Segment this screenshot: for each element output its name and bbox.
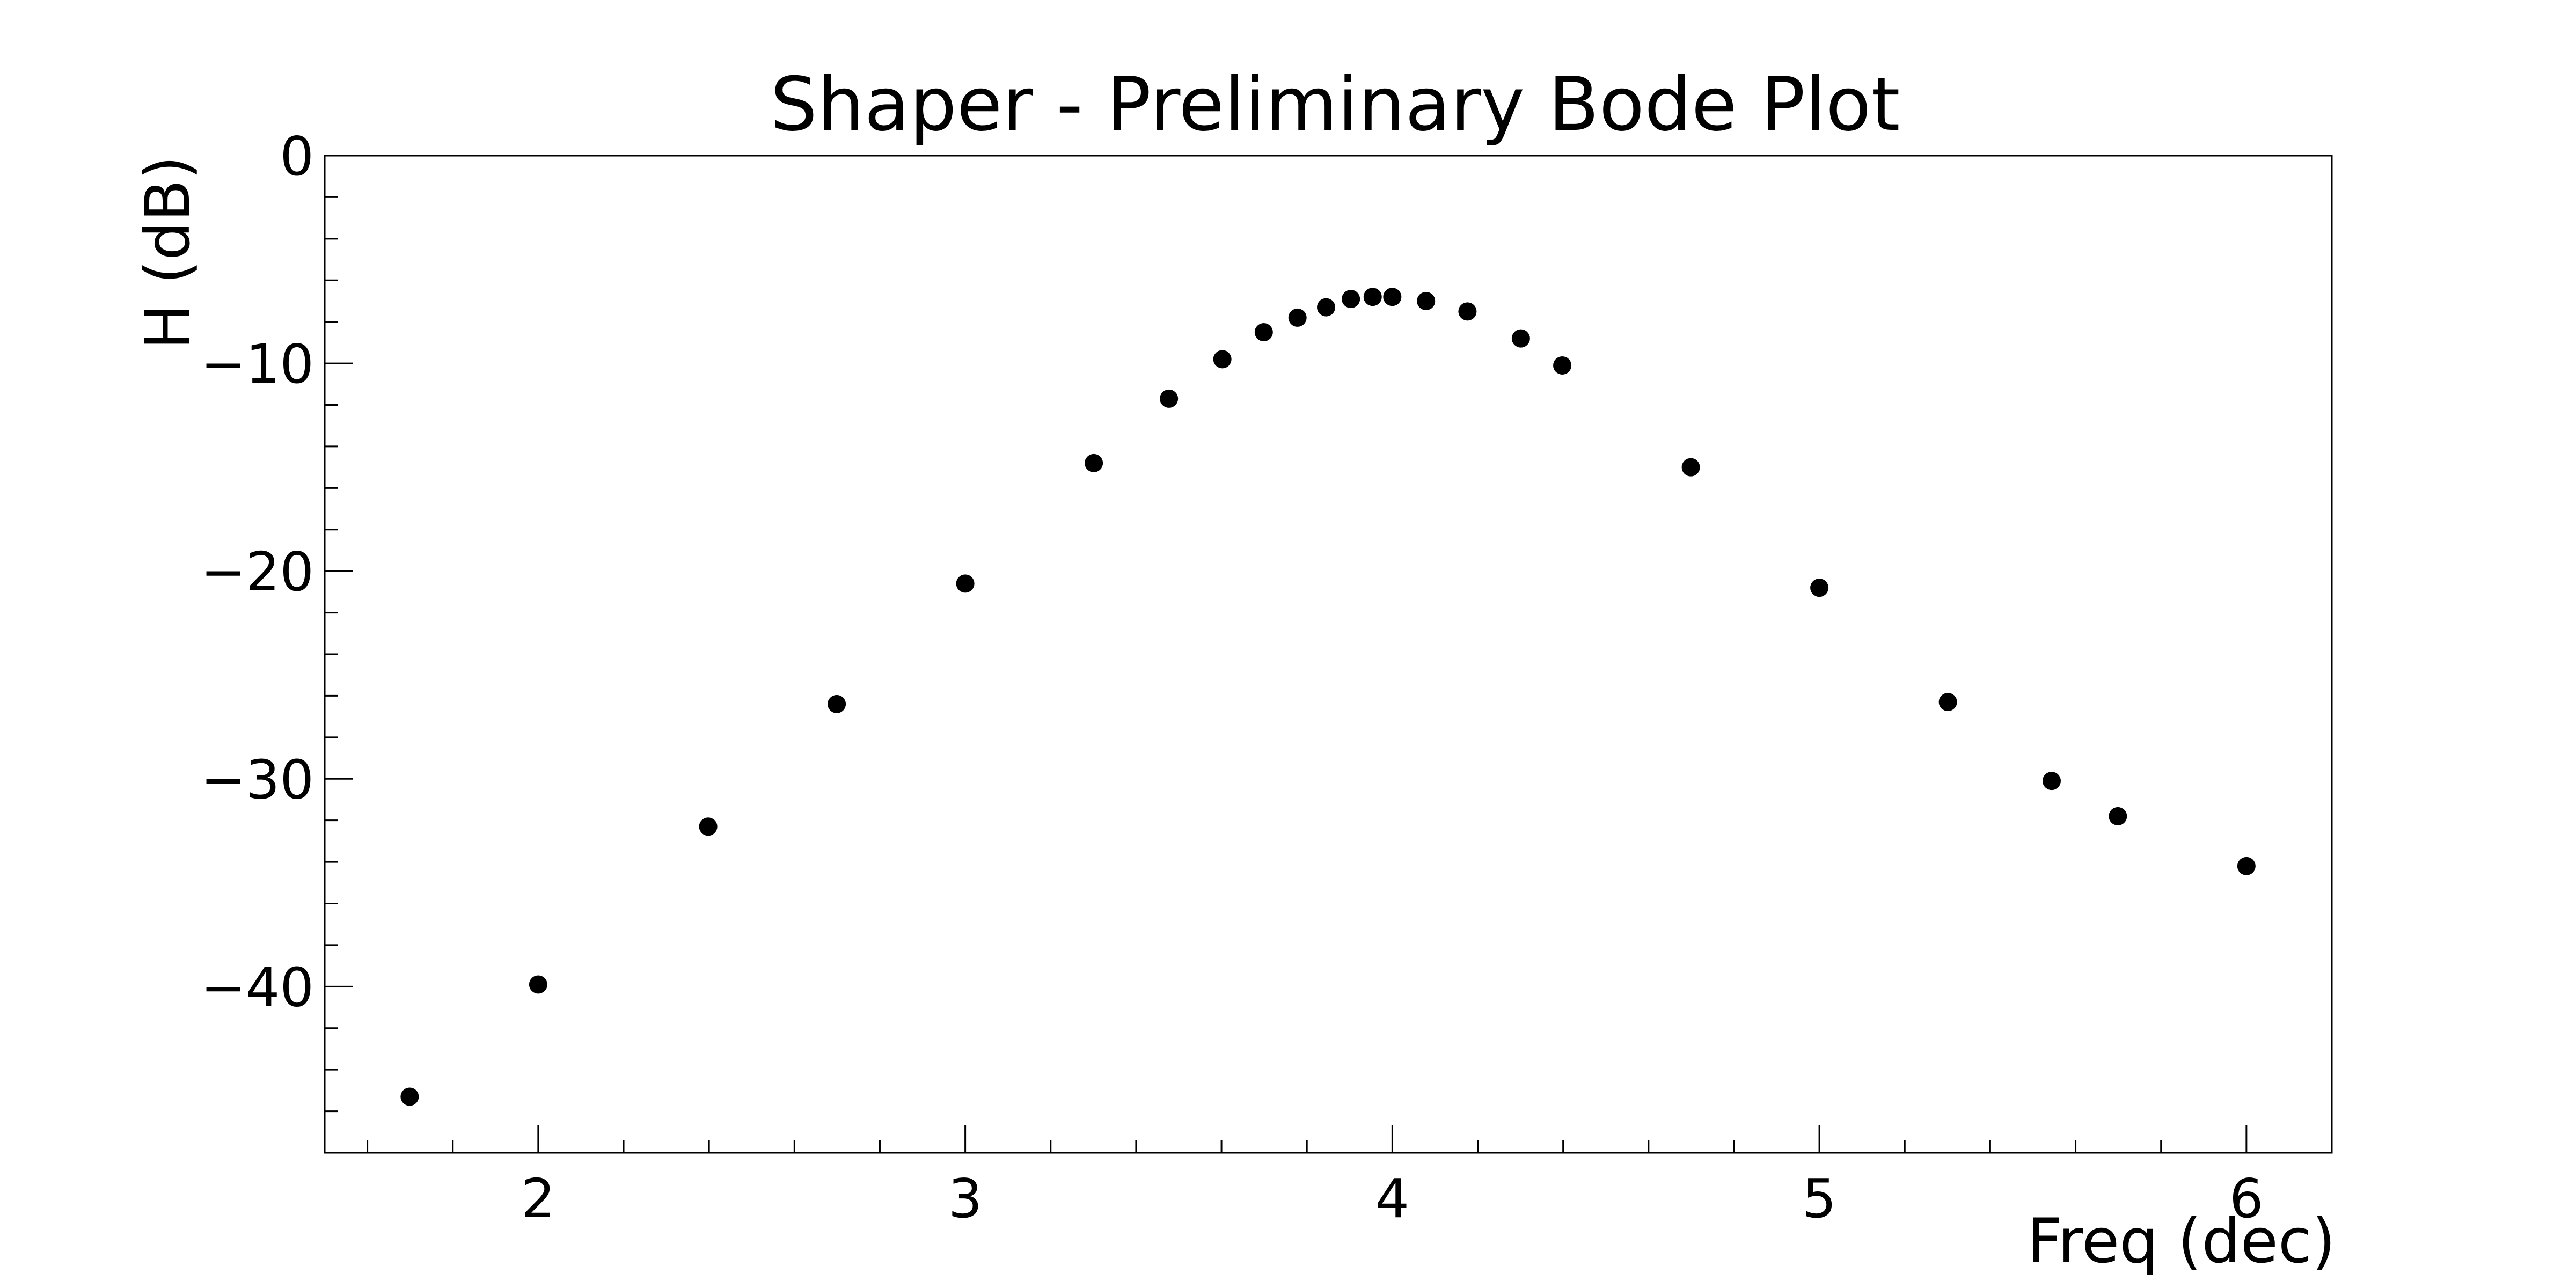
x-tick-label: 5 <box>1802 1167 1836 1230</box>
data-point <box>699 817 718 836</box>
data-point <box>1213 350 1232 369</box>
y-tick-label: −30 <box>201 748 314 811</box>
data-point <box>1363 288 1382 306</box>
data-point <box>828 694 846 713</box>
x-tick-label: 2 <box>521 1167 555 1230</box>
x-axis-label: Freq (dec) <box>2027 1205 2336 1277</box>
data-point <box>1938 693 1957 712</box>
data-point <box>1511 329 1530 348</box>
x-tick-label: 3 <box>948 1167 983 1230</box>
y-tick-label: −20 <box>201 540 314 603</box>
y-tick-label: −40 <box>201 956 314 1019</box>
data-point <box>400 1087 419 1106</box>
data-point <box>1317 298 1336 317</box>
data-point <box>1553 356 1572 375</box>
y-tick-label: 0 <box>280 125 314 188</box>
data-point <box>956 574 975 593</box>
y-tick-label: −10 <box>201 333 314 396</box>
chart-title: Shaper - Preliminary Bode Plot <box>770 61 1900 148</box>
y-axis-label: H (dB) <box>132 156 203 349</box>
data-point <box>2109 807 2127 825</box>
x-tick-label: 6 <box>2229 1167 2264 1230</box>
data-point <box>1458 302 1477 321</box>
data-point <box>529 975 547 994</box>
data-point <box>2237 857 2256 875</box>
data-point <box>1417 291 1436 310</box>
x-tick-label: 4 <box>1375 1167 1410 1230</box>
data-point <box>1160 389 1179 408</box>
data-point <box>1085 453 1103 472</box>
data-point <box>1681 458 1700 477</box>
data-point <box>1288 308 1307 327</box>
data-point <box>1342 290 1360 309</box>
data-point <box>2042 772 2061 791</box>
data-point <box>1254 323 1273 342</box>
data-point <box>1383 288 1402 306</box>
plot-area: 2 3 4 5 6 0 −10 −20 −30 −40 <box>201 125 2333 1230</box>
data-point <box>1810 579 1829 597</box>
